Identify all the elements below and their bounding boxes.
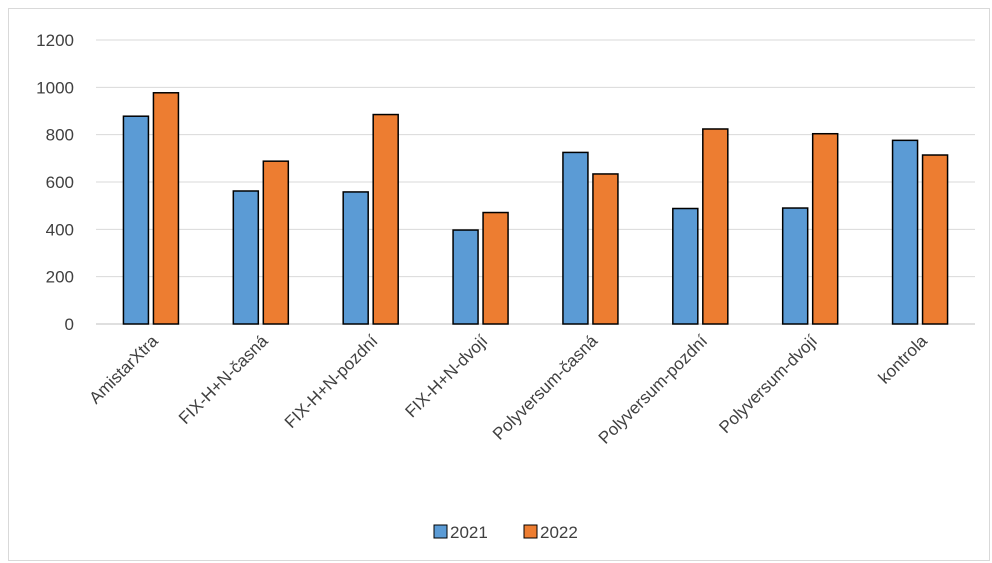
legend-label: 2021	[450, 523, 488, 542]
legend: 2021 2022	[433, 523, 578, 542]
gridlines	[96, 39, 975, 325]
bar-2022-5	[702, 128, 729, 325]
bar-2021-5	[672, 207, 699, 325]
y-tick-label: 400	[46, 220, 74, 239]
x-tick-label: Polyversum-pozdní	[595, 331, 712, 448]
bar-2022-1	[262, 160, 290, 325]
bar-2021-2	[342, 191, 369, 325]
bar-2021-1	[232, 190, 260, 325]
y-tick-label: 1000	[36, 78, 74, 97]
x-tick-label: AmistarXtra	[86, 331, 163, 408]
y-tick-label: 0	[65, 315, 74, 334]
y-tick-label: 800	[46, 126, 74, 145]
bar-2021-6	[781, 207, 809, 325]
x-tick-label: Polyversum-časná	[489, 331, 602, 444]
y-axis-ticks: 0 200 400 600 800 1000 1200	[36, 31, 74, 334]
bar-2022-3	[482, 211, 509, 325]
y-tick-label: 1200	[36, 31, 74, 50]
legend-swatch-2022	[523, 524, 538, 539]
legend-label: 2022	[540, 523, 578, 542]
y-tick-label: 200	[46, 268, 74, 287]
x-tick-label: FIX-H+N-dvojí	[401, 331, 491, 421]
x-tick-label: FIX-H+N-pozdní	[281, 331, 382, 432]
y-tick-label: 600	[46, 173, 74, 192]
bar-2021-0	[122, 115, 150, 325]
bars	[122, 92, 949, 325]
bar-2022-6	[811, 132, 839, 325]
legend-swatch-2021	[433, 524, 448, 539]
x-tick-label: FIX-H+N-časná	[175, 331, 272, 428]
x-tick-label: Polyversum-dvojí	[715, 331, 821, 437]
bar-2021-3	[452, 229, 479, 325]
x-tick-label: kontrola	[875, 331, 932, 388]
bar-2022-2	[372, 113, 399, 325]
bar-2021-4	[562, 151, 589, 325]
bar-2022-0	[152, 92, 180, 325]
bar-2022-7	[921, 154, 949, 325]
bar-2022-4	[592, 173, 619, 325]
bar-2021-7	[891, 139, 919, 325]
x-axis-ticks: AmistarXtra FIX-H+N-časná FIX-H+N-pozdní FI…	[86, 331, 932, 448]
